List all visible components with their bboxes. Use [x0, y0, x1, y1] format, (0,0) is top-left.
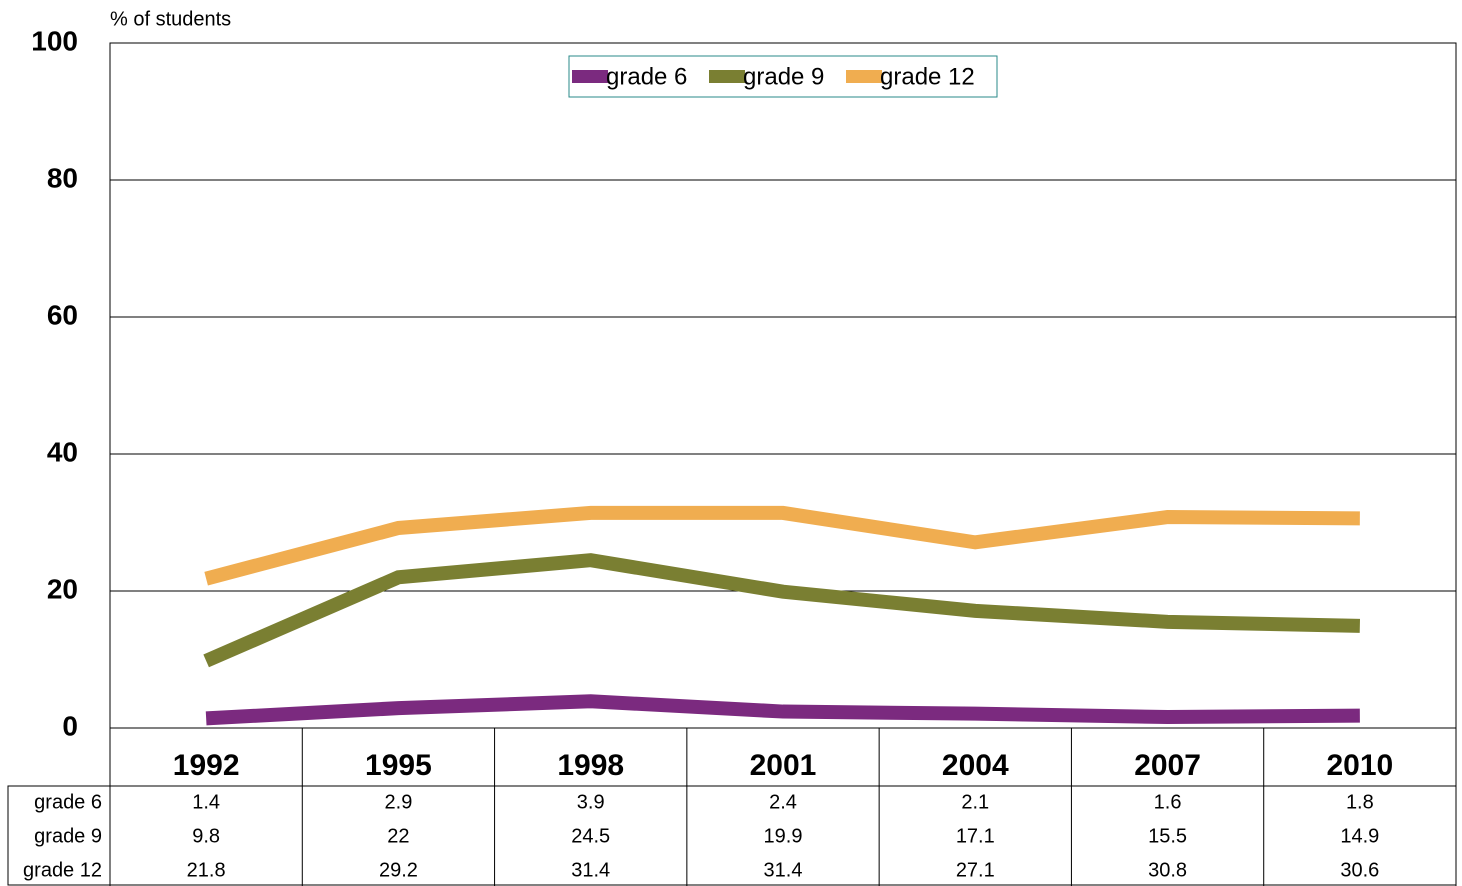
x-tick-label: 2007: [1134, 749, 1201, 782]
legend-swatch: [846, 70, 882, 83]
table-value: 2.4: [769, 791, 797, 813]
table-value: 3.9: [577, 791, 605, 813]
series-line: [205, 694, 1360, 726]
y-tick-label: 60: [47, 299, 78, 330]
table-value: 27.1: [956, 859, 995, 881]
series-line: [203, 553, 1361, 668]
table-value: 9.8: [192, 825, 220, 847]
table-value: 14.9: [1340, 825, 1379, 847]
table-value: 17.1: [956, 825, 995, 847]
legend-box: [568, 55, 998, 98]
x-tick-label: 1992: [173, 749, 240, 782]
x-tick-label: 2001: [750, 749, 817, 782]
table-value: 31.4: [764, 859, 803, 881]
table-value: 24.5: [571, 825, 610, 847]
legend-swatch: [709, 70, 745, 83]
y-tick-label: 80: [47, 162, 78, 193]
plot-frame: [109, 42, 1457, 729]
table-value: 30.8: [1148, 859, 1187, 881]
row-label: grade 12: [23, 859, 102, 881]
x-tick-label: 1995: [365, 749, 432, 782]
table-value: 22: [387, 825, 409, 847]
legend-swatch: [572, 70, 608, 83]
table-value: 29.2: [379, 859, 418, 881]
table-value: 1.4: [192, 791, 220, 813]
legend-label: grade 6: [606, 63, 687, 90]
table-value: 30.6: [1340, 859, 1379, 881]
table-value: 31.4: [571, 859, 610, 881]
table-value: 21.8: [187, 859, 226, 881]
row-label: grade 6: [34, 791, 102, 813]
y-tick-label: 20: [47, 573, 78, 604]
table-value: 1.8: [1346, 791, 1374, 813]
y-tick-label: 100: [31, 25, 78, 56]
x-tick-label: 2004: [942, 749, 1009, 782]
y-tick-label: 40: [47, 436, 78, 467]
y-axis-label: % of students: [110, 8, 231, 30]
row-label: grade 9: [34, 825, 102, 847]
table-value: 1.6: [1154, 791, 1182, 813]
legend-label: grade 9: [743, 63, 824, 90]
table-value: 19.9: [764, 825, 803, 847]
legend-label: grade 12: [880, 63, 975, 90]
y-tick-label: 0: [62, 710, 78, 741]
x-tick-label: 2010: [1326, 749, 1393, 782]
table-value: 15.5: [1148, 825, 1187, 847]
table-value: 2.9: [385, 791, 413, 813]
series-line: [204, 505, 1360, 586]
table-value: 2.1: [961, 791, 989, 813]
x-tick-label: 1998: [557, 749, 624, 782]
